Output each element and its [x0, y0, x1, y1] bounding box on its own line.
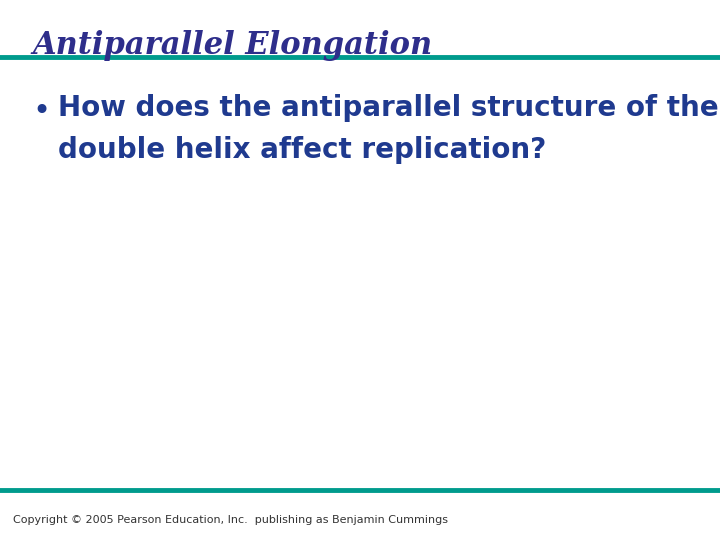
Text: double helix affect replication?: double helix affect replication? — [58, 136, 546, 164]
Text: Copyright © 2005 Pearson Education, Inc.  publishing as Benjamin Cummings: Copyright © 2005 Pearson Education, Inc.… — [13, 515, 448, 525]
Text: •: • — [32, 97, 50, 126]
Text: How does the antiparallel structure of the: How does the antiparallel structure of t… — [58, 94, 719, 123]
Text: Antiparallel Elongation: Antiparallel Elongation — [32, 30, 433, 60]
